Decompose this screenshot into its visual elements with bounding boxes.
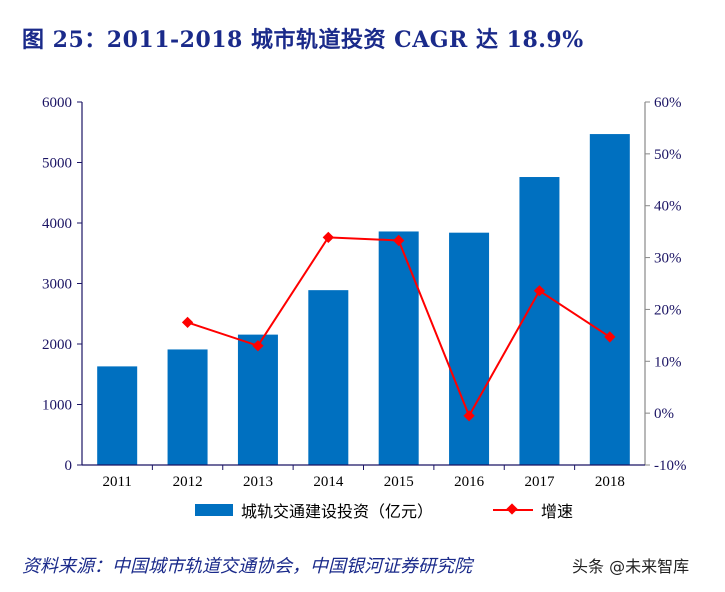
legend: 城轨交通建设投资（亿元） 增速: [195, 498, 573, 522]
left-tick-label: 6000: [42, 95, 72, 111]
legend-line-label: 增速: [541, 502, 574, 521]
x-tick-label: 2016: [454, 474, 485, 490]
left-tick-label: 4000: [42, 216, 72, 232]
growth-point-2012: [181, 316, 194, 329]
right-tick-label: -10%: [654, 458, 687, 474]
growth-point-2015: [393, 234, 405, 247]
bar-2015: [378, 231, 419, 465]
right-tick-label: 50%: [654, 147, 682, 163]
bar-2011: [97, 366, 138, 465]
bar-2012: [167, 349, 208, 465]
right-tick-label: 10%: [654, 354, 682, 370]
growth-point-2014: [322, 231, 334, 244]
growth-point-2018: [604, 331, 616, 343]
growth-point-2013: [252, 340, 264, 352]
figure-title: 图 25：2011-2018 城市轨道投资 CAGR 达 18.9%: [22, 27, 584, 53]
bar-2017: [519, 177, 560, 465]
x-tick-label: 2014: [313, 474, 344, 490]
legend-line-swatch: [493, 509, 534, 511]
growth-point-2017: [533, 285, 546, 297]
x-tick-label: 2018: [595, 474, 625, 490]
left-tick-label: 2000: [42, 337, 72, 353]
left-tick-label: 1000: [42, 398, 72, 414]
right-tick-label: 30%: [654, 251, 682, 267]
left-tick-label: 3000: [42, 277, 72, 293]
bar-2013: [237, 334, 278, 465]
bar-2018: [589, 134, 630, 465]
growth-point-2016: [463, 410, 475, 422]
x-tick-label: 2011: [102, 474, 131, 490]
x-tick-label: 2017: [524, 474, 555, 490]
x-tick-label: 2013: [243, 474, 273, 490]
bar-2016: [449, 232, 490, 465]
legend-bar-swatch: [195, 504, 233, 516]
right-tick-label: 20%: [654, 302, 682, 318]
x-tick-label: 2012: [173, 474, 203, 490]
watermark: 头条 @未来智库: [572, 553, 690, 577]
right-tick-label: 60%: [654, 95, 682, 111]
x-tick-label: 2015: [384, 474, 414, 490]
left-tick-label: 5000: [42, 156, 72, 172]
bar-2014: [308, 290, 349, 465]
source-note: 资料来源：中国城市轨道交通协会，中国银河证券研究院: [22, 556, 472, 577]
right-tick-label: 0%: [654, 406, 674, 422]
legend-bar-label: 城轨交通建设投资（亿元）: [241, 502, 434, 521]
right-tick-label: 40%: [654, 199, 682, 215]
left-tick-label: 0: [65, 458, 73, 474]
